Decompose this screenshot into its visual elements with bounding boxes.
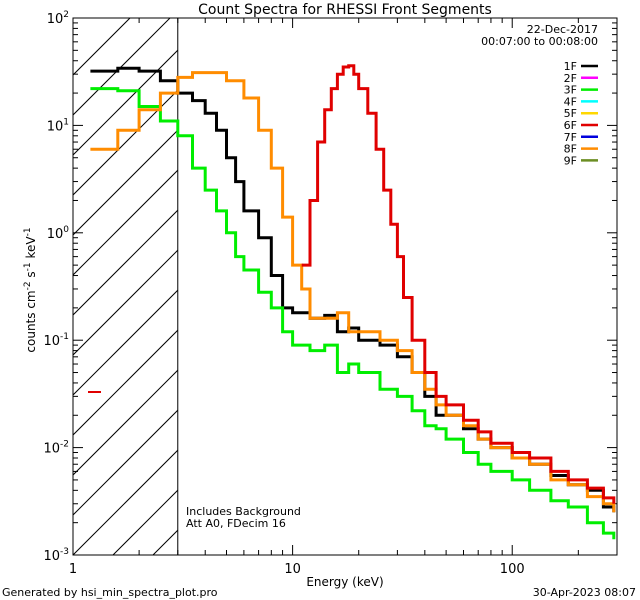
- legend-label-5F: 5F: [564, 107, 577, 120]
- y-tick-label: 102: [47, 10, 69, 27]
- hatch-line: [73, 169, 178, 276]
- legend-label-3F: 3F: [564, 84, 577, 97]
- annotation-background: Includes Background: [186, 505, 301, 518]
- hatch-line: [393, 18, 640, 555]
- ylabel-sup1: -2: [23, 281, 33, 290]
- series-3F-line: [90, 87, 616, 540]
- y-tick-label: 10-2: [43, 440, 69, 457]
- ylabel-part2: s: [24, 271, 38, 281]
- ylabel-sup2: -1: [23, 262, 33, 271]
- date-label: 22-Dec-2017: [527, 23, 598, 36]
- hatch-line: [73, 209, 178, 316]
- y-axis-ticks: 102 101 100 10-1 10-2 10-3: [43, 10, 617, 564]
- hatch-line: [73, 49, 178, 156]
- y-tick-label: 10-1: [43, 332, 69, 349]
- time-range-label: 00:07:00 to 00:08:00: [481, 35, 598, 48]
- hatch-line: [73, 289, 178, 396]
- excluded-energy-hatch: [73, 18, 640, 555]
- ylabel-part1: counts cm: [24, 290, 38, 352]
- y-tick-label: 101: [47, 117, 69, 134]
- legend-label-8F: 8F: [564, 143, 577, 156]
- hatch-line: [73, 449, 178, 555]
- legend-label-7F: 7F: [564, 131, 577, 144]
- hatch-line: [73, 369, 178, 476]
- ylabel-part3: keV: [24, 236, 38, 263]
- legend-label-2F: 2F: [564, 72, 577, 85]
- hatch-line: [73, 18, 131, 76]
- hatch-line: [273, 18, 640, 555]
- footer-generator: Generated by hsi_min_spectra_plot.pro: [2, 586, 218, 599]
- footer-timestamp: 30-Apr-2023 08:07: [533, 586, 636, 599]
- hatch-line: [73, 18, 171, 116]
- legend-label-4F: 4F: [564, 95, 577, 108]
- x-tick-label: 100: [500, 562, 525, 577]
- hatch-line: [433, 18, 640, 555]
- hatch-line: [313, 18, 640, 555]
- x-tick-label: 1: [69, 562, 77, 577]
- series-6F-line: [301, 64, 616, 504]
- spectra-series: [90, 64, 616, 540]
- ylabel-sup3: -1: [23, 227, 33, 236]
- hatch-line: [353, 18, 640, 555]
- legend-label-6F: 6F: [564, 119, 577, 132]
- chart-title: Count Spectra for RHESSI Front Segments: [198, 2, 492, 18]
- y-axis-label: counts cm-2 s-1 keV-1: [23, 227, 38, 352]
- series-1F-line: [90, 66, 616, 513]
- annotation-attenuator: Att A0, FDecim 16: [186, 517, 286, 530]
- legend-label-1F: 1F: [564, 60, 577, 73]
- x-tick-label: 10: [284, 562, 301, 577]
- x-axis-ticks: 1 10 100: [69, 18, 618, 577]
- hatch-line: [233, 18, 640, 555]
- y-tick-label: 100: [47, 225, 70, 242]
- legend-label-9F: 9F: [564, 154, 577, 167]
- hatch-line: [73, 249, 178, 356]
- hatch-line: [73, 409, 178, 516]
- hatch-line: [73, 89, 178, 196]
- y-tick-label: 10-3: [43, 547, 69, 564]
- plot-frame: [72, 17, 618, 556]
- x-axis-label: Energy (keV): [306, 575, 383, 589]
